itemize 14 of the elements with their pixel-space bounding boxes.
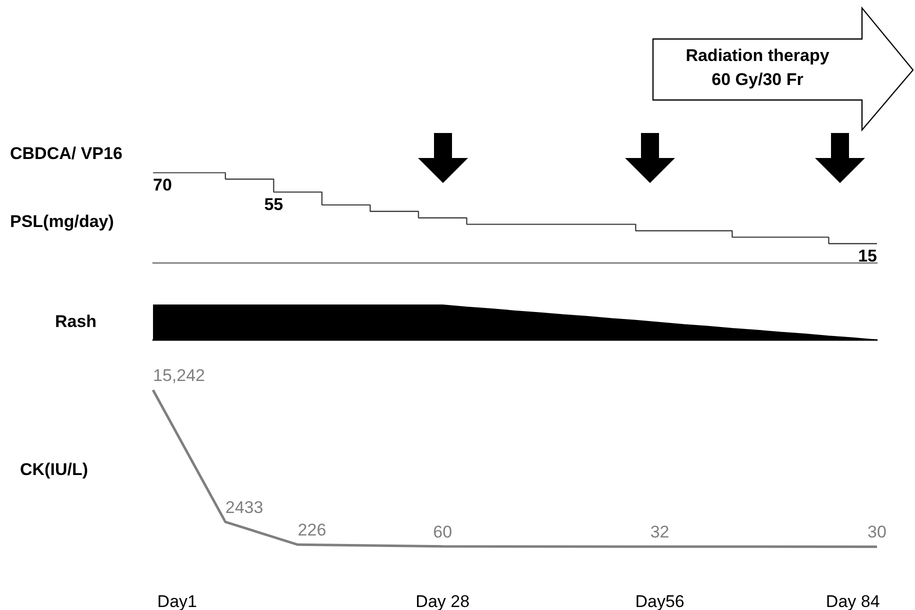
- text: Radiation therapy 60 Gy/30 Fr: [684, 45, 830, 91]
- text: CBDCA/ VP16: [10, 144, 122, 164]
- data-label: 70: [153, 176, 172, 195]
- y-axis-title: CK(IU/L): [20, 460, 88, 480]
- data-label: 55: [264, 195, 284, 214]
- data-label: 32: [650, 522, 670, 542]
- data-label: 30: [868, 522, 886, 542]
- y-axis-title: Rash: [55, 312, 97, 332]
- data-label: 226: [298, 520, 326, 540]
- data-label: 2433: [225, 498, 264, 517]
- data-label: 15,242: [153, 366, 205, 385]
- data-label: 15: [858, 246, 877, 266]
- data-label: 60: [433, 522, 452, 542]
- y-axis-title: PSL(mg/day): [10, 212, 114, 232]
